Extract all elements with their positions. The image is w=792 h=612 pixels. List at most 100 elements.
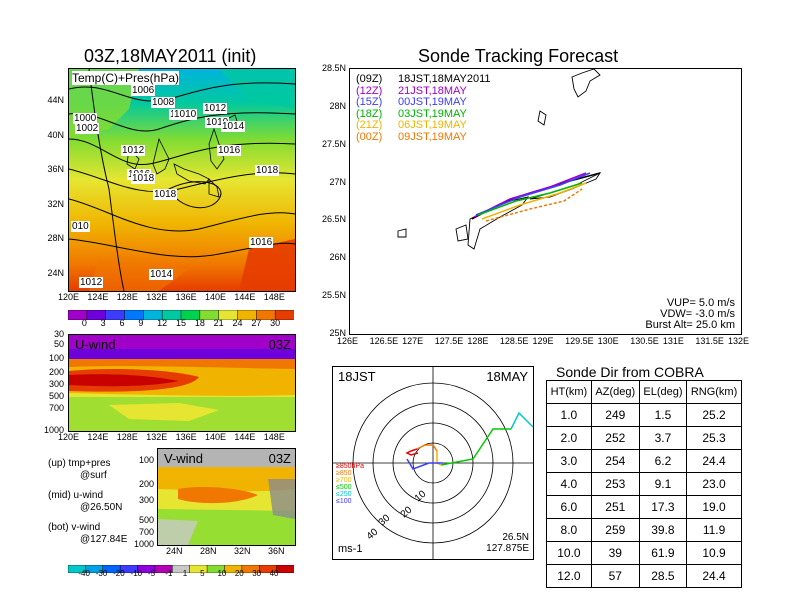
lon-tick: 120E <box>58 292 80 302</box>
isobar-label: 1008 <box>151 97 176 108</box>
legend-time: 21JST,18MAY <box>398 84 467 97</box>
lon-tick: 127E <box>402 336 424 346</box>
table-cell: 4.0 <box>546 472 592 496</box>
isobar-label: 1010 <box>173 109 198 120</box>
note-sub: @surf <box>80 470 107 481</box>
table-cell: 24.4 <box>686 449 742 473</box>
lat-tick: 28N <box>47 233 64 243</box>
table-cell: 1.5 <box>638 403 688 427</box>
lon-tick: 124E <box>87 292 109 302</box>
lat-tick: 40N <box>47 129 64 140</box>
table-cell: 24.4 <box>686 564 742 588</box>
isobar-label: 1016 <box>217 145 242 156</box>
legend-code: (09Z) <box>356 73 383 85</box>
polar-date: 18MAY <box>486 369 528 384</box>
track-param: VUP= 5.0 m/s <box>666 297 735 309</box>
table-row: 2.0 252 3.7 25.3 <box>546 426 742 450</box>
colorbar-tick: 30 <box>270 318 281 328</box>
colorbar-tick: 15 <box>176 318 187 328</box>
table-row: 10.0 39 61.9 10.9 <box>546 541 742 565</box>
colorbar-tick: 21 <box>213 318 224 328</box>
lon-tick: 126E <box>337 336 359 346</box>
colorbar-tick: 40 <box>269 569 279 578</box>
colorbar-tick: -10 <box>130 569 143 578</box>
temp-pressure-map: Temp(C)+Pres(hPa) 1006100810101000100210… <box>68 68 296 292</box>
polar-time: 18JST <box>338 369 376 384</box>
table-cell: 19.0 <box>686 495 742 519</box>
lat-tick: 24N <box>47 267 64 278</box>
u-wind-time: 03Z <box>268 337 291 352</box>
level-legend-item: ≤500 <box>336 484 352 491</box>
lon-tick: 132E <box>146 292 168 302</box>
pressure-tick: 300 <box>48 379 64 389</box>
isobar-label: 1002 <box>75 123 100 134</box>
isobar-label: 1014 <box>221 121 246 132</box>
track-param: Burst Alt= 25.0 km <box>645 319 735 331</box>
pressure-tick: 200 <box>48 367 64 377</box>
pressure-tick: 700 <box>138 527 154 537</box>
colorbar-tick: 0 <box>81 318 87 328</box>
isobar-label: 1010 <box>205 117 230 128</box>
table-cell: 2.0 <box>546 426 592 450</box>
colorbar-swatch <box>172 564 191 574</box>
lon-tick: 128E <box>116 292 138 302</box>
isobar-label: 1006 <box>131 85 156 96</box>
temp-colorbar <box>67 307 295 321</box>
column-header: RNG(km) <box>686 380 742 404</box>
table-cell: 39.8 <box>638 518 688 542</box>
pressure-tick: 500 <box>138 515 154 525</box>
colorbar-tick: -30 <box>95 569 108 578</box>
colorbar-tick: 20 <box>234 569 244 578</box>
table-cell: 3.0 <box>546 449 592 473</box>
table-body: 1.0 249 1.5 25.2 2.0 252 3.7 25.3 3.0 254 6.2 24.4 4… <box>546 403 742 588</box>
lon-tick: 127.5E <box>434 336 464 346</box>
legend-time: 18JST,18MAY2011 <box>398 73 491 85</box>
colorbar-tick: 9 <box>138 318 144 328</box>
lon-tick: 128.5E <box>499 336 529 346</box>
table-cell: 57 <box>590 564 640 588</box>
lat-tick: 32N <box>47 198 64 209</box>
legend-code: (00Z) <box>356 130 383 143</box>
lon-tick: 131.5E <box>695 336 724 346</box>
track-param: VDW= -3.0 m/s <box>660 308 735 320</box>
lat-tick: 28N <box>329 100 346 111</box>
table-cell: 251 <box>590 495 640 519</box>
table-cell: 253 <box>590 472 640 496</box>
lat-tick: 24N <box>166 546 183 556</box>
isobar-label: 1016 <box>249 237 274 248</box>
table-cell: 1.0 <box>546 403 592 427</box>
v-wind-label: V-wind <box>164 451 204 466</box>
table-cell: 12.0 <box>546 564 592 588</box>
wind-colorbar <box>67 560 295 574</box>
colorbar-tick: 3 <box>100 318 106 328</box>
lon-tick: 140E <box>205 292 227 302</box>
legend-time: 06JST,19MAY <box>398 119 467 131</box>
table-cell: 259 <box>590 518 640 542</box>
lat-tick: 27.5N <box>321 138 346 149</box>
pressure-tick: 1000 <box>133 539 154 549</box>
table-cell: 3.7 <box>638 426 688 450</box>
table-row: 4.0 253 9.1 23.0 <box>546 472 742 496</box>
lat-tick: 26.5N <box>321 214 346 225</box>
lat-tick: 25N <box>329 328 346 338</box>
polar-unit: ms-1 <box>338 543 363 555</box>
temp-panel-label: Temp(C)+Pres(hPa) <box>72 71 180 85</box>
colorbar-tick: 10 <box>217 569 227 578</box>
lon-tick: 129E <box>532 336 554 346</box>
lon-tick: 130E <box>597 336 619 346</box>
isobar-label: 1012 <box>203 103 228 114</box>
lon-tick: 136E <box>175 432 197 442</box>
pressure-tick: 1000 <box>43 425 64 435</box>
colorbar-tick: -5 <box>147 569 156 578</box>
lat-tick: 32N <box>234 546 251 556</box>
table-cell: 61.9 <box>638 541 688 565</box>
lat-tick: 36N <box>47 164 64 174</box>
legend-time: 00JST,19MAY <box>398 96 467 108</box>
colorbar-tick: 24 <box>232 318 243 328</box>
legend-code: (21Z) <box>356 119 383 131</box>
lon-tick: 132E <box>728 336 750 346</box>
pressure-tick: 700 <box>48 403 64 413</box>
lat-tick: 28N <box>200 546 217 556</box>
table-cell: 25.3 <box>686 426 742 450</box>
lon-tick: 144E <box>234 432 256 442</box>
